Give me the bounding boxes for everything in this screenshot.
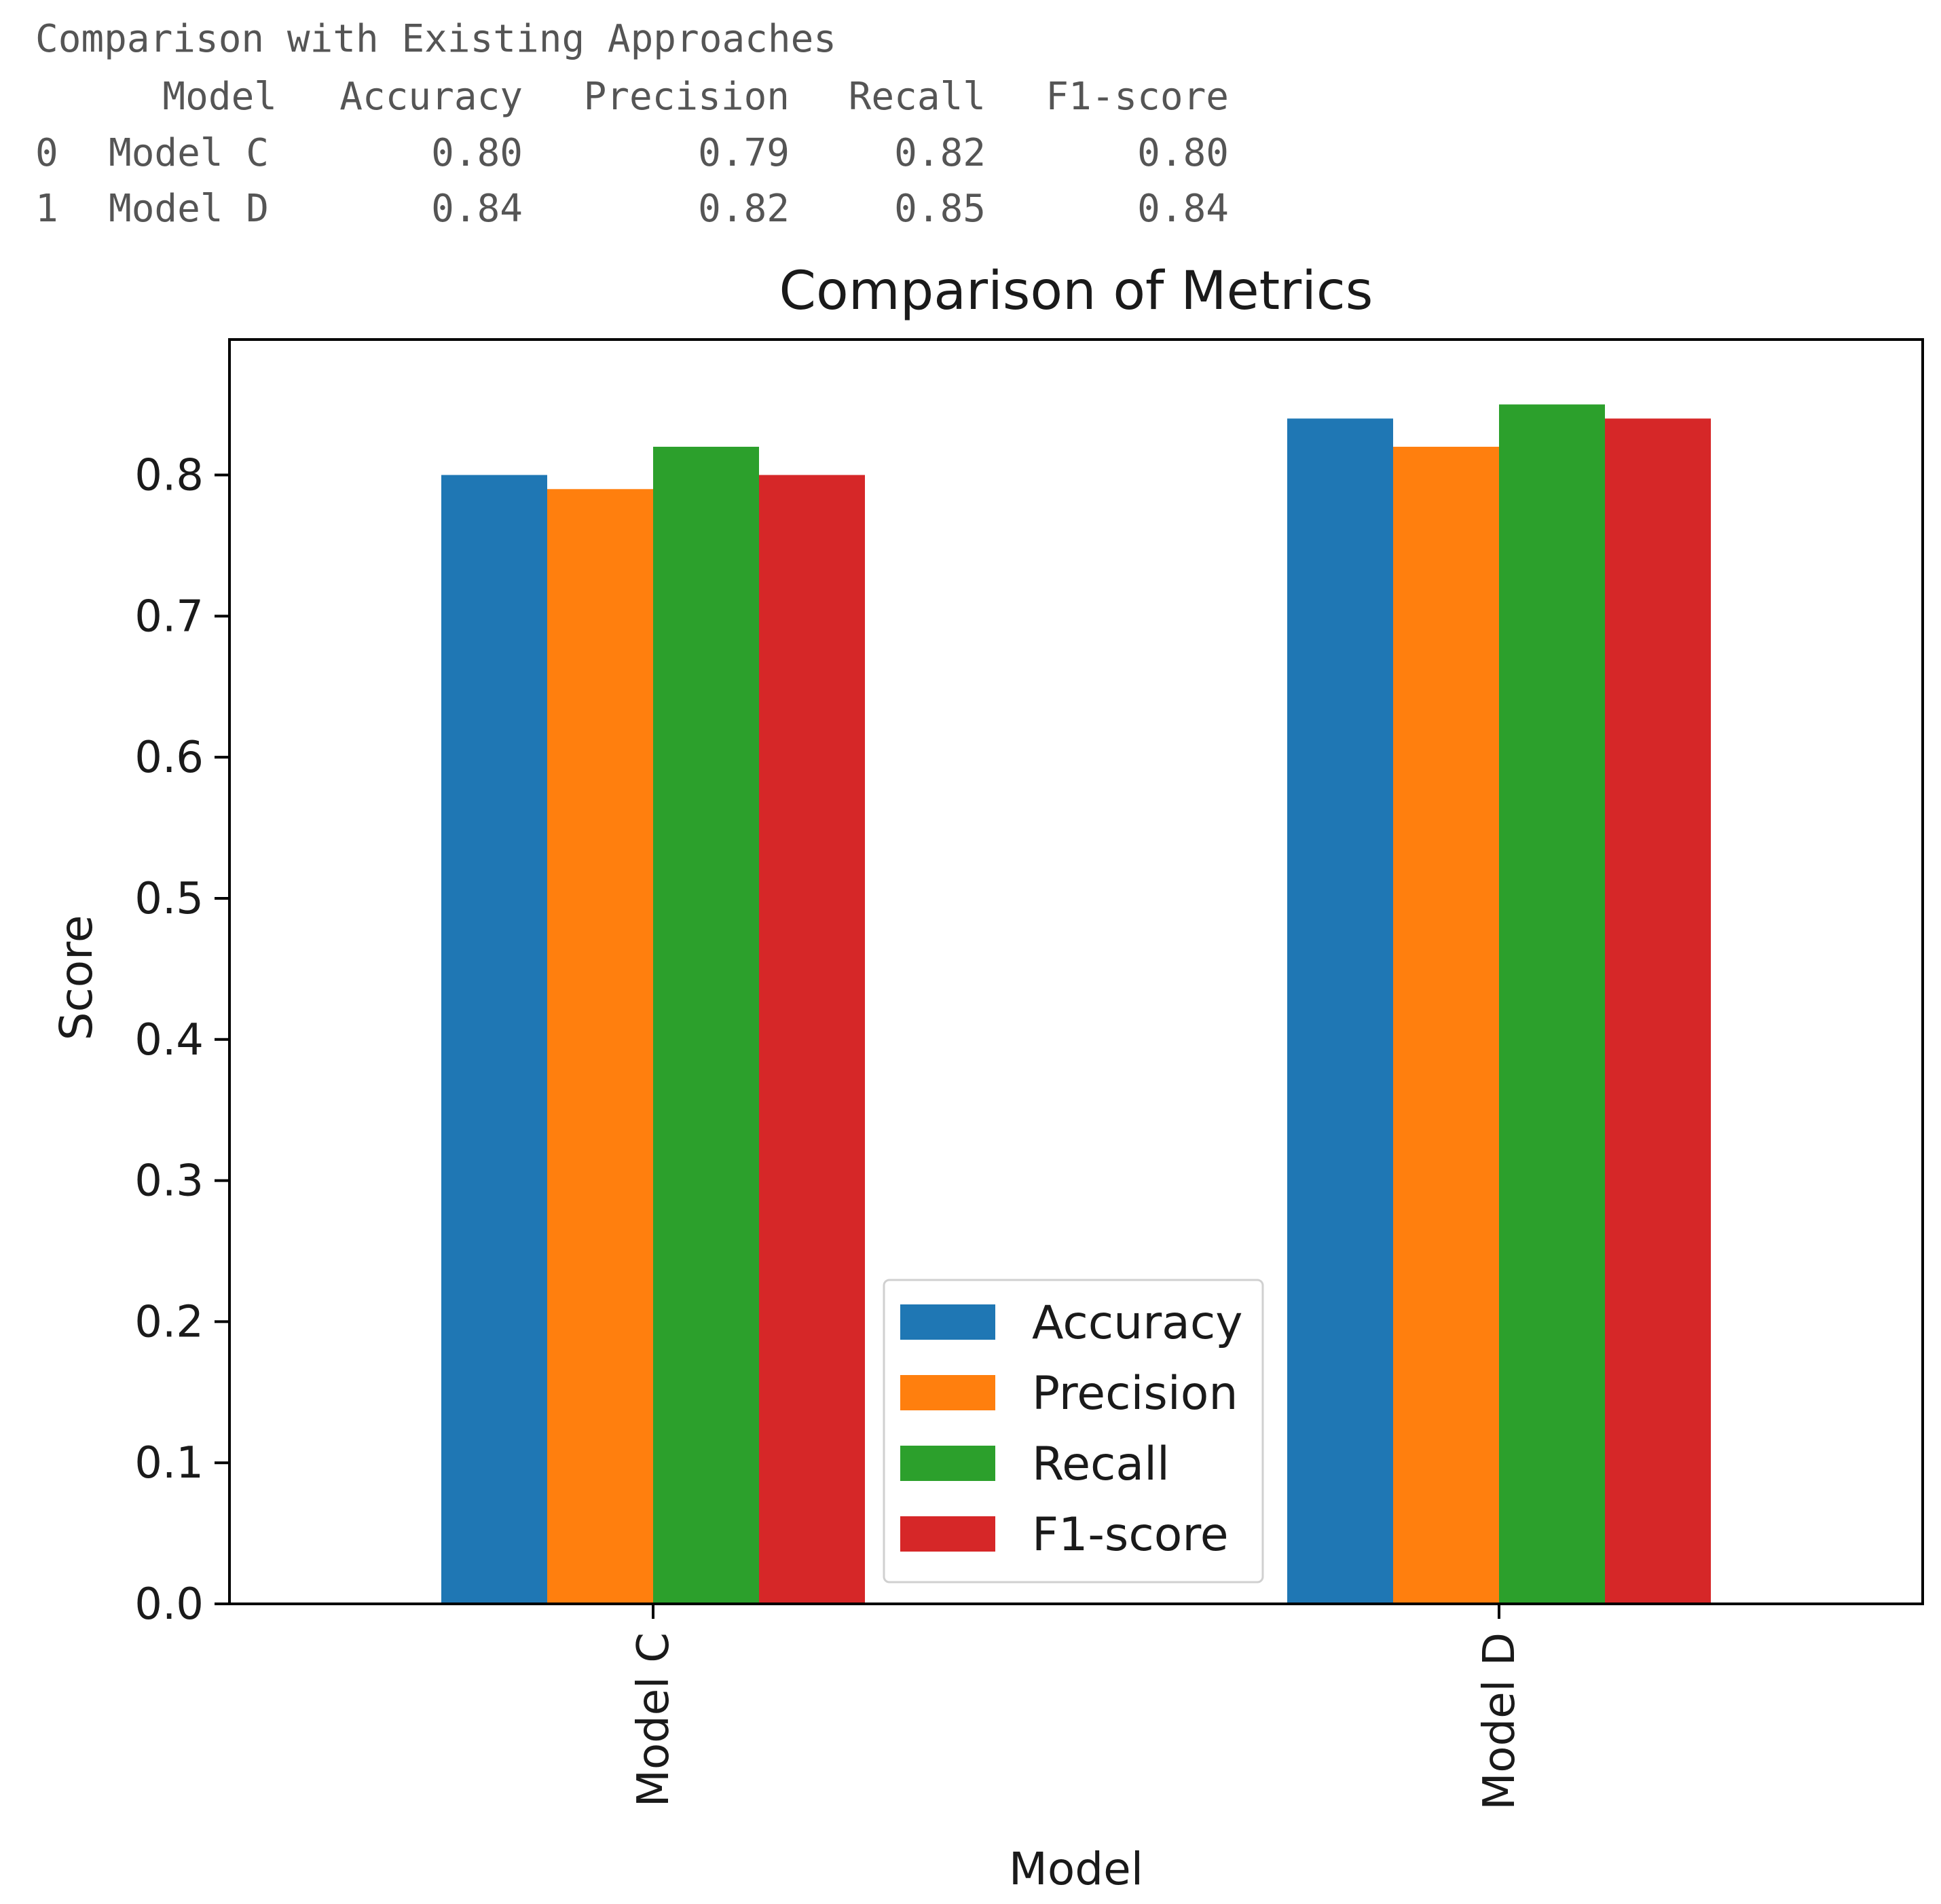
x-axis-label: Model	[1009, 1843, 1143, 1895]
bar-precision-model-d	[1393, 446, 1499, 1604]
table-header-model: Model	[162, 75, 277, 119]
table-cell: 0.79	[698, 131, 790, 175]
table-cell: 0.84	[431, 187, 523, 231]
bars-layer	[441, 404, 1711, 1604]
legend-label: Precision	[1032, 1367, 1238, 1421]
table-cell: 0.80	[431, 131, 523, 175]
legend-label: Accuracy	[1032, 1296, 1242, 1350]
table-header-recall: Recall	[848, 75, 986, 119]
y-tick-label: 0.4	[134, 1015, 204, 1065]
table-cell: Model C	[109, 131, 270, 175]
legend-swatch-precision	[900, 1375, 995, 1410]
bar-recall-model-d	[1499, 404, 1605, 1604]
plot-frame	[228, 338, 1924, 1605]
y-axis-label: Score	[50, 915, 103, 1041]
bar-precision-model-c	[547, 489, 653, 1604]
y-tick-label: 0.5	[134, 874, 204, 924]
bar-accuracy-model-c	[441, 475, 547, 1604]
bar-f1-score-model-c	[759, 475, 865, 1604]
x-tick-label: Model C	[629, 1632, 679, 1807]
legend-swatch-accuracy	[900, 1304, 995, 1340]
bar-recall-model-c	[653, 446, 759, 1604]
table-cell: 0.82	[698, 187, 790, 231]
legend-label: Recall	[1032, 1438, 1170, 1491]
y-tick-label: 0.6	[134, 733, 204, 783]
legend-label: F1-score	[1032, 1508, 1229, 1562]
y-tick-label: 0.2	[134, 1297, 204, 1347]
bar-accuracy-model-d	[1287, 418, 1393, 1604]
table-header-f1-score: F1-score	[1046, 75, 1229, 119]
y-tick-label: 0.1	[134, 1438, 204, 1488]
bar-f1-score-model-d	[1605, 418, 1711, 1604]
y-tick-label: 0.3	[134, 1156, 204, 1207]
y-tick-label: 0.0	[134, 1579, 204, 1630]
table-cell: Model D	[109, 187, 270, 231]
console-output: Comparison with Existing Approaches Mode…	[0, 0, 1941, 244]
axes-layer: 0.0 0.1 0.2 0.3 0.4 0.5 0.6 0.7 0.8 Model C Model …	[134, 338, 1924, 1810]
table-cell: 0.85	[894, 187, 986, 231]
y-tick-label: 0.7	[134, 591, 204, 642]
legend: Accuracy Precision Recall F1-score	[883, 1279, 1264, 1583]
legend-swatch-f1-score	[900, 1516, 995, 1552]
table-row-index: 1	[35, 187, 58, 231]
table-cell: 0.82	[894, 131, 986, 175]
x-tick-label: Model D	[1475, 1632, 1525, 1810]
table-cell: 0.80	[1137, 131, 1229, 175]
table-cell: 0.84	[1137, 187, 1229, 231]
table-header-accuracy: Accuracy	[339, 75, 523, 119]
table-header-precision: Precision	[583, 75, 790, 119]
legend-swatch-recall	[900, 1446, 995, 1481]
y-tick-label: 0.8	[134, 451, 204, 501]
chart-title: Comparison of Metrics	[779, 261, 1373, 322]
console-title: Comparison with Existing Approaches	[35, 17, 837, 61]
legend-box	[883, 1279, 1264, 1583]
table-row-index: 0	[35, 131, 58, 175]
